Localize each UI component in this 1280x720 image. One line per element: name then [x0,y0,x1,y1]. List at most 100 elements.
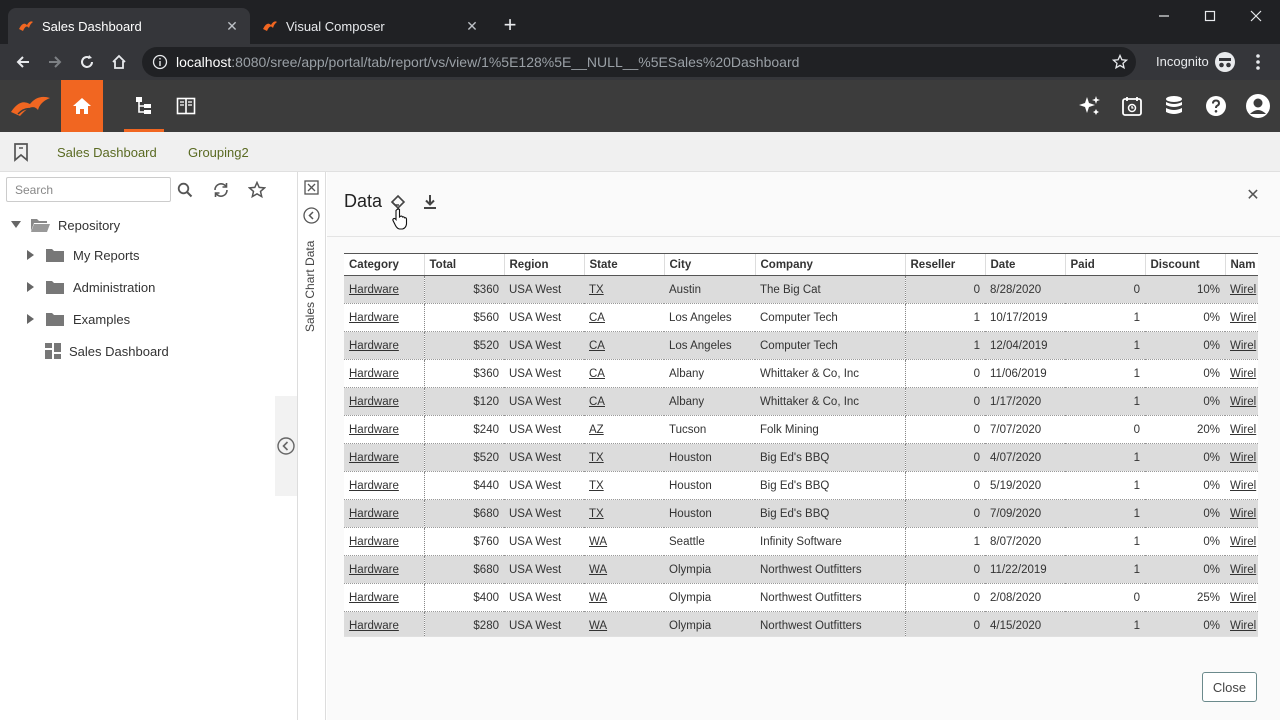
cell-state[interactable]: WA [584,527,664,556]
cell-name[interactable]: Wirel [1225,275,1258,304]
cell-category[interactable]: Hardware [344,583,425,612]
cell-state[interactable]: WA [584,583,664,612]
cell-state[interactable]: CA [584,331,664,360]
cell-category[interactable]: Hardware [344,499,425,528]
browser-menu-icon[interactable] [1250,52,1266,72]
window-close-icon[interactable] [1233,4,1279,28]
cell-name[interactable]: Wirel [1225,611,1258,636]
column-header[interactable]: Region [503,253,584,276]
tree-node-sales-dashboard[interactable]: Sales Dashboard [45,339,169,363]
browser-tab-sales-dashboard[interactable]: Sales Dashboard ✕ [8,8,250,44]
cell-state[interactable]: WA [584,611,664,636]
minimize-icon[interactable] [1141,4,1187,28]
cell-name[interactable]: Wirel [1225,387,1258,416]
search-icon[interactable] [175,180,195,200]
cell-name[interactable]: Wirel [1225,303,1258,332]
close-tab-icon[interactable]: ✕ [466,17,478,34]
refresh-icon[interactable] [211,180,231,200]
cell-name[interactable]: Wirel [1225,331,1258,360]
cell-name[interactable]: Wirel [1225,555,1258,584]
cell-state[interactable]: TX [584,275,664,304]
cell-name[interactable]: Wirel [1225,583,1258,612]
incognito-icon[interactable] [1214,51,1236,73]
column-header[interactable]: Paid [1064,253,1145,276]
cell-state[interactable]: CA [584,303,664,332]
caret-right-icon[interactable] [25,249,37,261]
cell-category[interactable]: Hardware [344,443,425,472]
caret-right-icon[interactable] [25,313,37,325]
column-header[interactable]: Company [754,253,905,276]
close-tab-icon[interactable]: ✕ [226,17,238,34]
cell-state[interactable]: CA [584,387,664,416]
cell-category[interactable]: Hardware [344,275,425,304]
cell-category[interactable]: Hardware [344,359,425,388]
tree-node-administration[interactable]: Administration [25,275,155,299]
favorites-star-icon[interactable] [247,180,267,200]
tree-node-examples[interactable]: Examples [25,307,130,331]
cell-name[interactable]: Wirel [1225,471,1258,500]
chevron-left-circle-icon[interactable] [303,207,320,224]
browser-tab-visual-composer[interactable]: Visual Composer ✕ [252,8,490,44]
cell-state[interactable]: TX [584,443,664,472]
cell-category[interactable]: Hardware [344,527,425,556]
dialog-close-icon[interactable]: ✕ [1246,187,1260,204]
cell-state[interactable]: WA [584,555,664,584]
cell-category[interactable]: Hardware [344,555,425,584]
back-arrow-icon[interactable] [10,49,36,75]
search-input[interactable] [6,177,171,202]
cell-category[interactable]: Hardware [344,387,425,416]
collapse-panel-handle[interactable] [275,396,297,496]
repository-tree-icon[interactable] [124,80,164,132]
cell-state[interactable]: AZ [584,415,664,444]
bookmark-icon[interactable] [12,142,30,162]
column-header[interactable]: City [663,253,755,276]
cell-category[interactable]: Hardware [344,303,425,332]
download-icon[interactable] [421,193,439,211]
column-header[interactable]: State [583,253,664,276]
cell-name[interactable]: Wirel [1225,527,1258,556]
tree-node-my-reports[interactable]: My Reports [25,243,139,267]
column-header[interactable]: Category [344,253,424,276]
home-icon[interactable] [61,80,103,132]
database-icon[interactable] [1160,92,1188,120]
column-header[interactable]: Date [984,253,1065,276]
eraser-icon[interactable] [389,193,407,211]
close-button[interactable]: Close [1202,672,1257,702]
column-header[interactable]: Discount [1144,253,1225,276]
cell-category[interactable]: Hardware [344,471,425,500]
cell-name[interactable]: Wirel [1225,359,1258,388]
address-bar[interactable]: localhost:8080/sree/app/portal/tab/repor… [142,47,1136,77]
caret-right-icon[interactable] [25,281,37,293]
report-tab-grouping2[interactable]: Grouping2 [188,145,249,160]
data-table-container[interactable]: Category Total Region State City Company Resel… [344,253,1258,637]
schedule-calendar-icon[interactable] [1118,92,1146,120]
cell-state[interactable]: TX [584,471,664,500]
bookmark-star-icon[interactable] [1111,53,1129,70]
caret-down-icon[interactable] [10,219,22,231]
new-tab-icon[interactable]: + [503,12,517,37]
cell-name[interactable]: Wirel [1225,415,1258,444]
portal-book-icon[interactable] [166,80,206,132]
report-tab-sales-dashboard[interactable]: Sales Dashboard [57,145,157,160]
column-header[interactable]: Reseller [904,253,985,276]
cell-state[interactable]: CA [584,359,664,388]
cell-category[interactable]: Hardware [344,415,425,444]
reload-icon[interactable] [74,49,100,75]
cell-category[interactable]: Hardware [344,611,425,636]
help-icon[interactable] [1202,92,1230,120]
column-header[interactable]: Total [423,253,504,276]
close-box-icon[interactable] [304,180,319,195]
home-browser-icon[interactable] [106,49,132,75]
maximize-icon[interactable] [1187,4,1233,28]
brand-logo-icon[interactable] [8,92,56,120]
cell-name[interactable]: Wirel [1225,499,1258,528]
column-header[interactable]: Nam [1224,253,1258,276]
forward-arrow-icon[interactable] [42,49,68,75]
cell-state[interactable]: TX [584,499,664,528]
user-account-icon[interactable] [1244,92,1272,120]
cell-category[interactable]: Hardware [344,331,425,360]
info-icon[interactable] [152,54,168,70]
cell-name[interactable]: Wirel [1225,443,1258,472]
tree-node-repository[interactable]: Repository [10,213,120,237]
ai-sparkle-icon[interactable] [1076,92,1104,120]
